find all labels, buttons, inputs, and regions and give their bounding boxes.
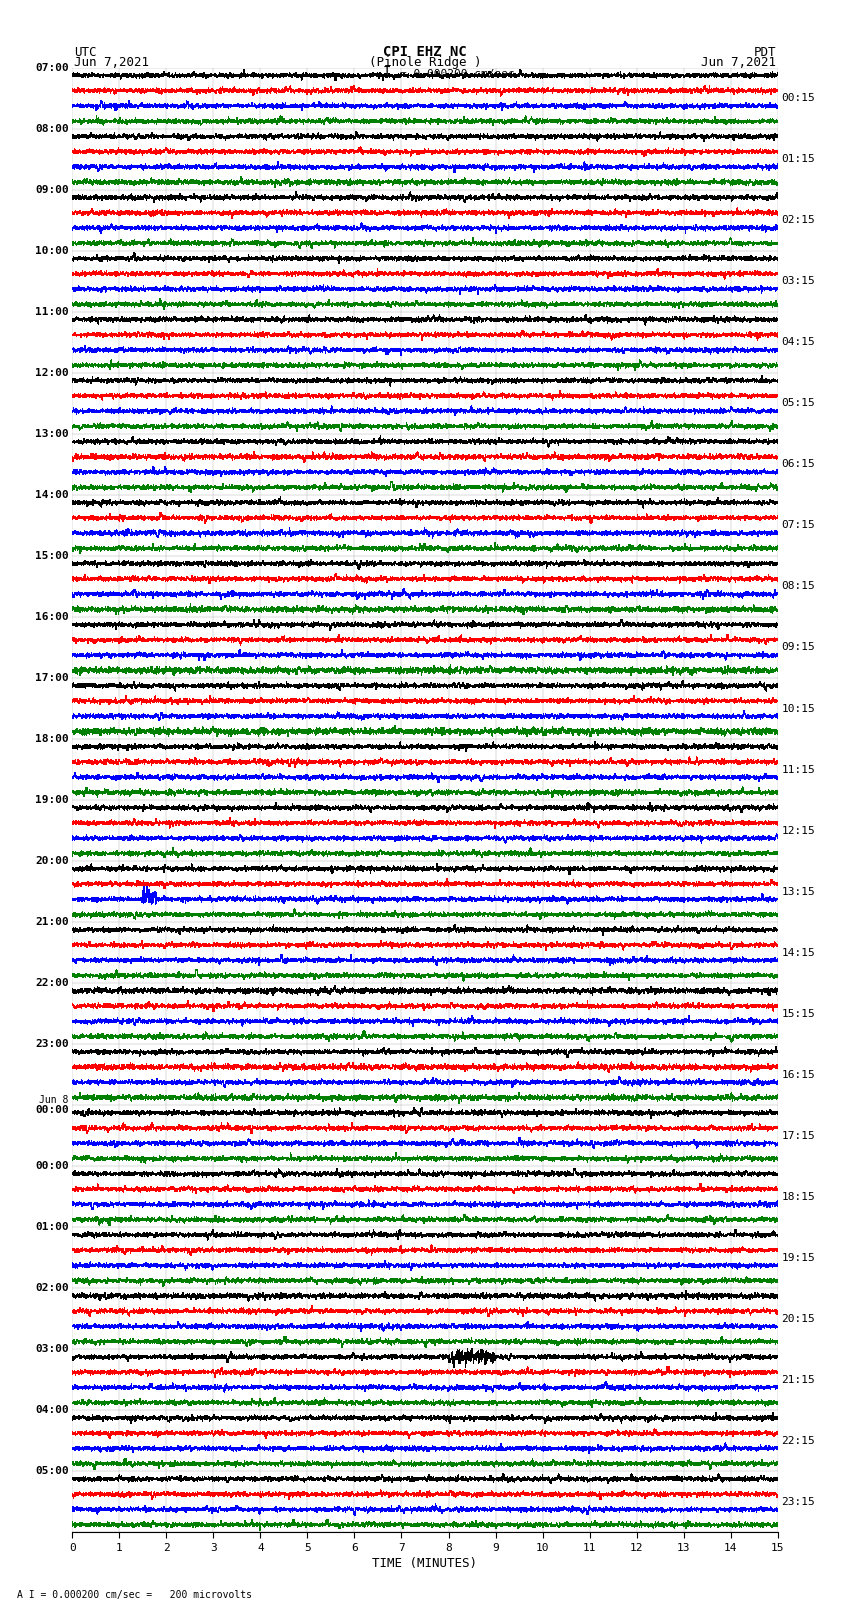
Text: Jun 8: Jun 8	[39, 1095, 69, 1105]
Text: 12:00: 12:00	[35, 368, 69, 377]
Text: 09:15: 09:15	[781, 642, 815, 653]
Text: 17:15: 17:15	[781, 1131, 815, 1140]
Text: 03:00: 03:00	[35, 1344, 69, 1355]
Text: 01:15: 01:15	[781, 155, 815, 165]
Text: I: I	[382, 65, 391, 79]
Text: 00:15: 00:15	[781, 94, 815, 103]
Text: 21:00: 21:00	[35, 918, 69, 927]
Text: 08:00: 08:00	[35, 124, 69, 134]
Text: = 0.000200 cm/sec: = 0.000200 cm/sec	[400, 69, 514, 79]
Text: 20:00: 20:00	[35, 857, 69, 866]
Text: PDT: PDT	[754, 45, 776, 58]
Text: 20:15: 20:15	[781, 1313, 815, 1324]
Text: 02:00: 02:00	[35, 1284, 69, 1294]
Text: 10:00: 10:00	[35, 245, 69, 256]
Text: 23:00: 23:00	[35, 1039, 69, 1048]
Text: 03:15: 03:15	[781, 276, 815, 287]
Text: 19:15: 19:15	[781, 1253, 815, 1263]
Text: 02:15: 02:15	[781, 215, 815, 226]
Text: 18:00: 18:00	[35, 734, 69, 744]
Text: CPI EHZ NC: CPI EHZ NC	[383, 45, 467, 58]
Text: 21:15: 21:15	[781, 1374, 815, 1386]
Text: 11:15: 11:15	[781, 765, 815, 774]
Text: 16:00: 16:00	[35, 611, 69, 623]
Text: 07:15: 07:15	[781, 521, 815, 531]
Text: 17:00: 17:00	[35, 673, 69, 682]
Text: 04:00: 04:00	[35, 1405, 69, 1415]
Text: 06:15: 06:15	[781, 460, 815, 469]
Text: 10:15: 10:15	[781, 703, 815, 713]
Text: 01:00: 01:00	[35, 1223, 69, 1232]
Text: 19:00: 19:00	[35, 795, 69, 805]
Text: A I = 0.000200 cm/sec =   200 microvolts: A I = 0.000200 cm/sec = 200 microvolts	[17, 1590, 252, 1600]
Text: (Pinole Ridge ): (Pinole Ridge )	[369, 56, 481, 69]
X-axis label: TIME (MINUTES): TIME (MINUTES)	[372, 1557, 478, 1569]
Text: 23:15: 23:15	[781, 1497, 815, 1507]
Text: 08:15: 08:15	[781, 581, 815, 592]
Text: 13:00: 13:00	[35, 429, 69, 439]
Text: 16:15: 16:15	[781, 1069, 815, 1079]
Text: 05:00: 05:00	[35, 1466, 69, 1476]
Text: 18:15: 18:15	[781, 1192, 815, 1202]
Text: 22:00: 22:00	[35, 977, 69, 989]
Text: Jun 7,2021: Jun 7,2021	[701, 56, 776, 69]
Text: 14:00: 14:00	[35, 490, 69, 500]
Text: 07:00: 07:00	[35, 63, 69, 73]
Text: 05:15: 05:15	[781, 398, 815, 408]
Text: Jun 7,2021: Jun 7,2021	[74, 56, 149, 69]
Text: 12:15: 12:15	[781, 826, 815, 836]
Text: UTC: UTC	[74, 45, 96, 58]
Text: 15:15: 15:15	[781, 1008, 815, 1019]
Text: 11:00: 11:00	[35, 306, 69, 316]
Text: 04:15: 04:15	[781, 337, 815, 347]
Text: 14:15: 14:15	[781, 947, 815, 958]
Text: 00:00: 00:00	[35, 1161, 69, 1171]
Text: 22:15: 22:15	[781, 1436, 815, 1445]
Text: 13:15: 13:15	[781, 887, 815, 897]
Text: 00:00: 00:00	[35, 1105, 69, 1115]
Text: 09:00: 09:00	[35, 185, 69, 195]
Text: 15:00: 15:00	[35, 552, 69, 561]
